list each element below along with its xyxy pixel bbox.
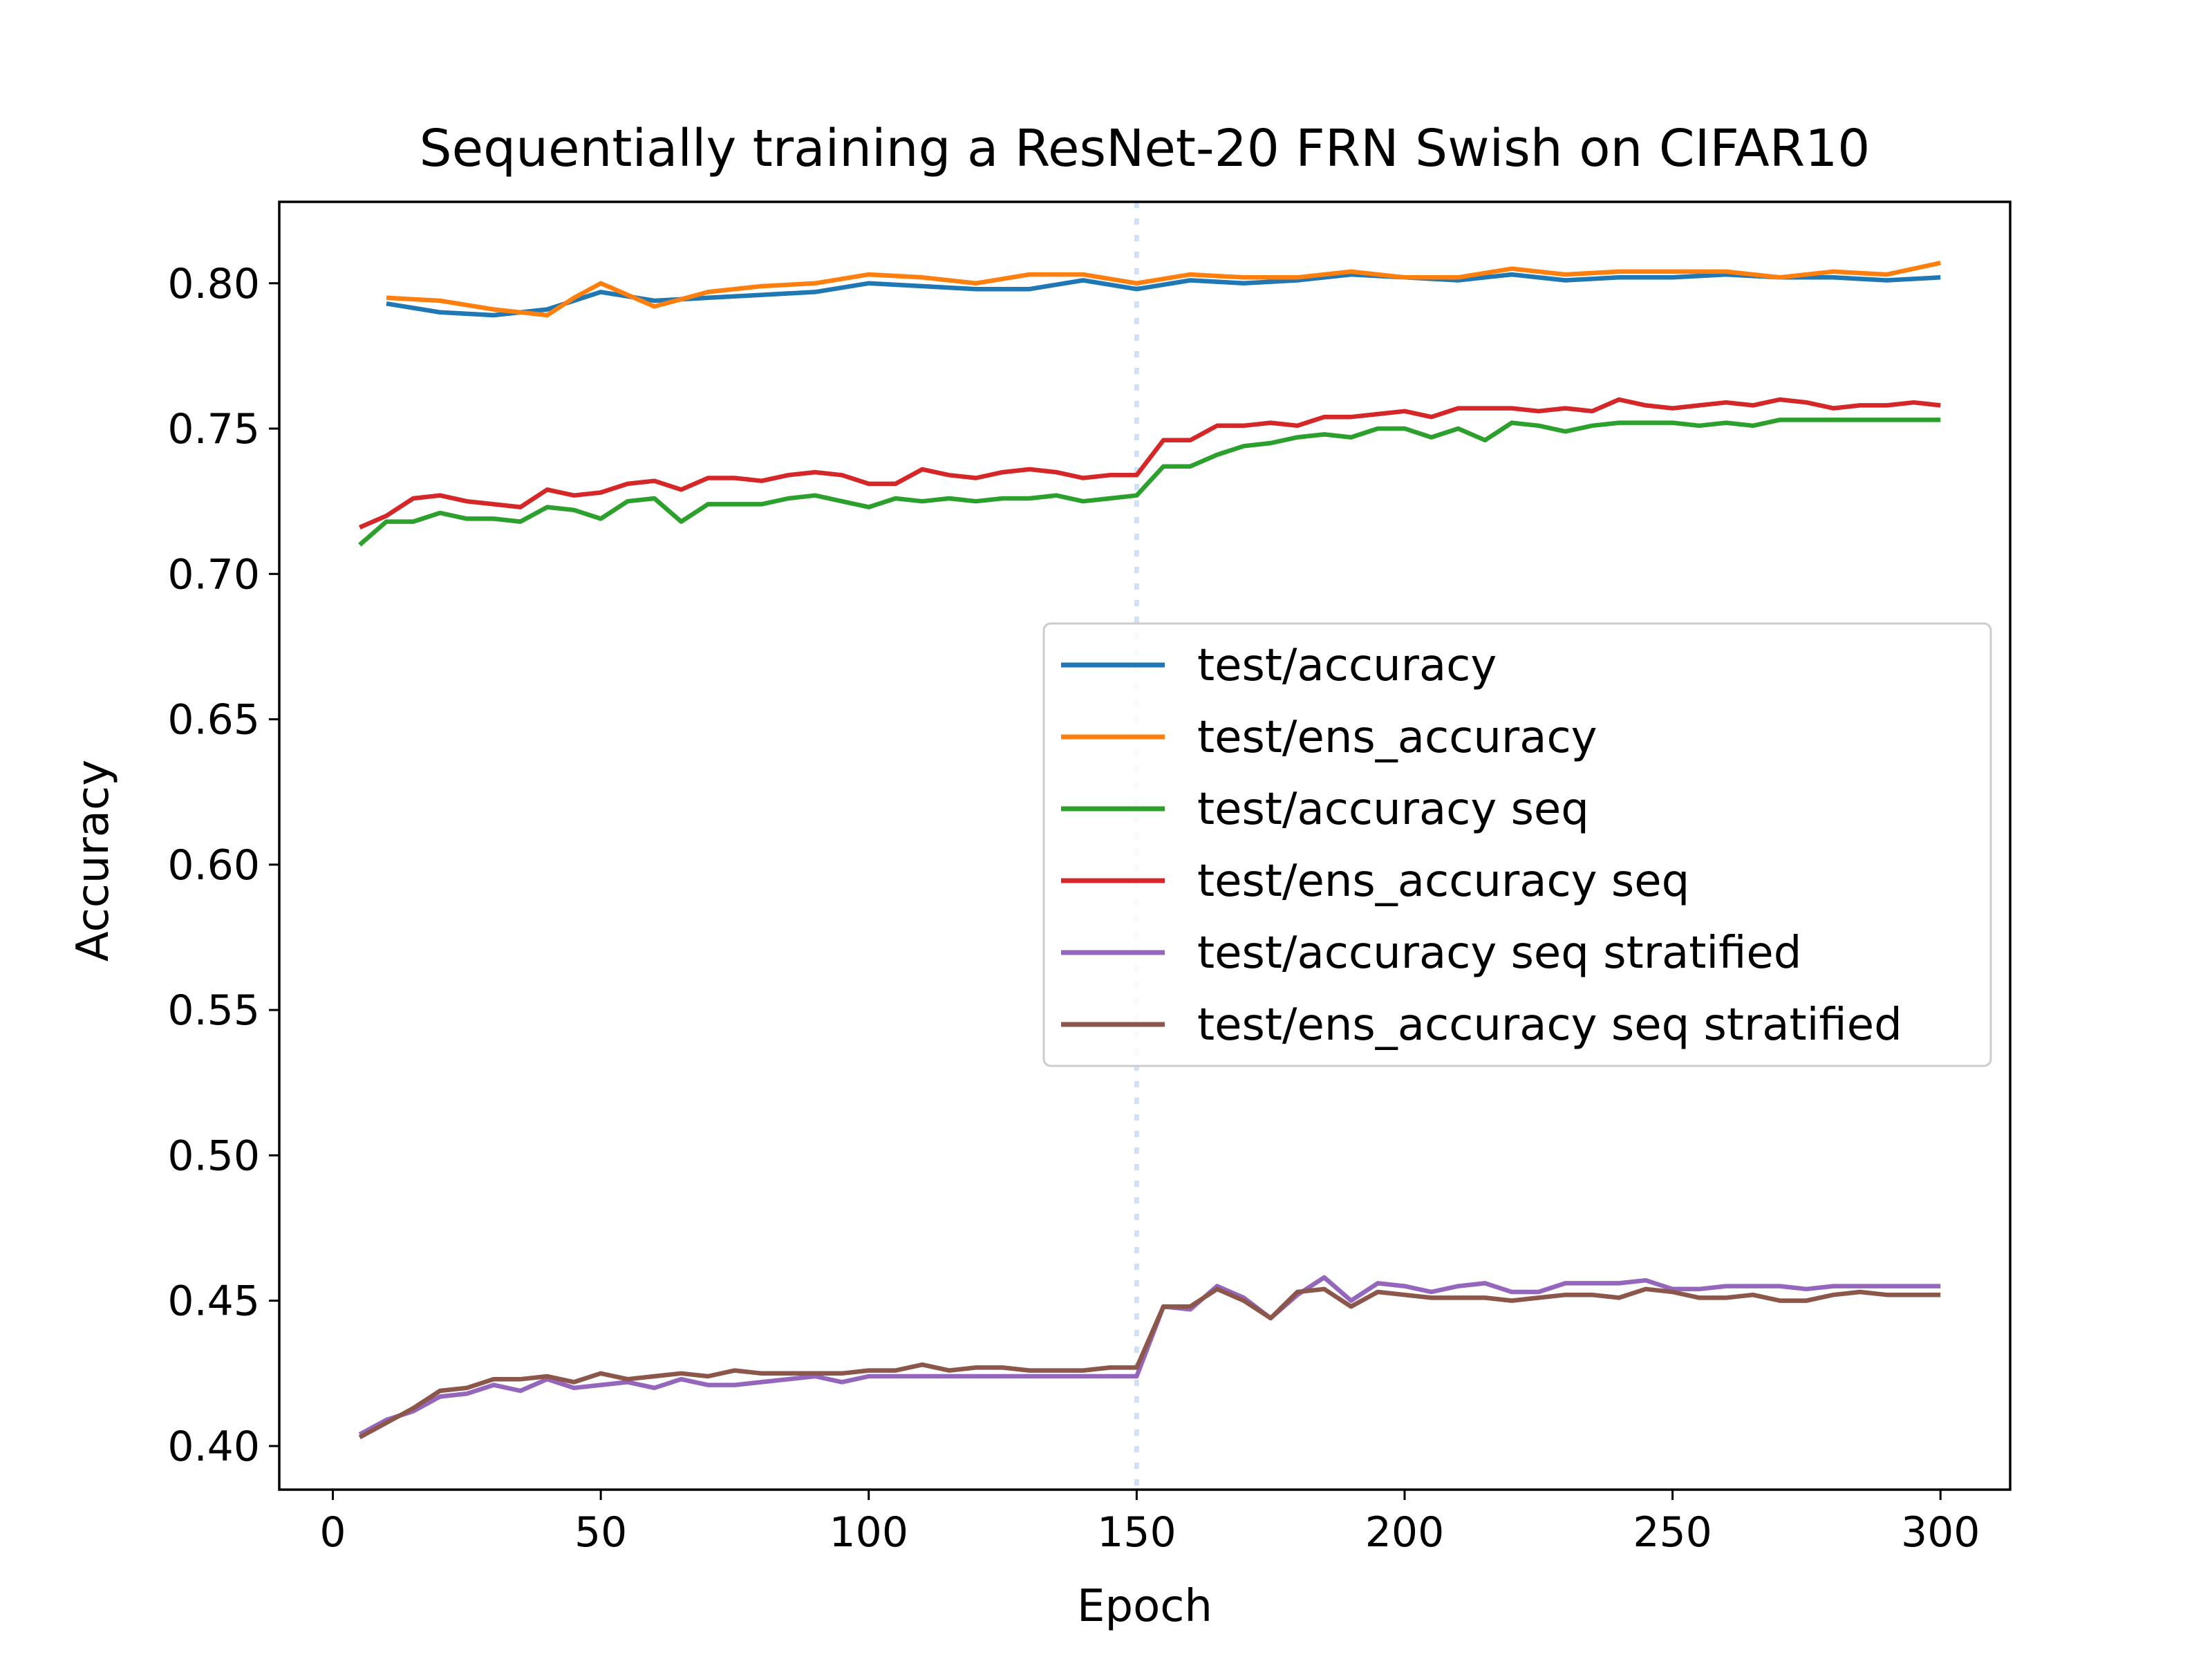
- y-tick-label: 0.60: [167, 841, 260, 890]
- legend-box: [1042, 622, 1992, 1067]
- x-tick-label: 100: [829, 1508, 908, 1557]
- legend: test/accuracy test/ens_accuracy test/accur…: [1042, 622, 1992, 1067]
- series-line-6: [358, 1286, 1941, 1440]
- x-tick-label: 150: [1097, 1508, 1177, 1557]
- legend-label: test/ens_accuracy seq: [1197, 856, 1689, 907]
- series-line-1: [386, 272, 1941, 318]
- plot-area: [358, 202, 1941, 1490]
- x-tick-label: 250: [1633, 1508, 1712, 1557]
- x-tick-label: 50: [574, 1508, 627, 1557]
- series-line-2: [386, 261, 1941, 318]
- y-tick-label: 0.80: [167, 260, 260, 308]
- y-tick-label: 0.45: [167, 1277, 260, 1326]
- y-tick-label: 0.40: [167, 1423, 260, 1471]
- series-line-4: [359, 397, 1941, 529]
- x-axis-label: Epoch: [1077, 1581, 1212, 1632]
- y-tick-label: 0.65: [167, 696, 260, 744]
- chart-title: Sequentially training a ResNet-20 FRN Sw…: [420, 119, 1871, 178]
- y-tick-label: 0.55: [167, 986, 260, 1035]
- y-axis-label: Accuracy: [68, 760, 119, 962]
- y-tick-label: 0.50: [167, 1132, 260, 1180]
- x-tick-label: 0: [319, 1508, 346, 1557]
- legend-label: test/accuracy seq stratified: [1197, 928, 1801, 979]
- legend-label: test/accuracy seq: [1197, 784, 1589, 835]
- series-line-3: [358, 418, 1941, 547]
- legend-label: test/ens_accuracy: [1197, 712, 1597, 763]
- legend-label: test/ens_accuracy seq stratified: [1197, 1000, 1902, 1051]
- x-tick-label: 300: [1901, 1508, 1980, 1557]
- plot-frame: [278, 200, 2012, 1491]
- axes: 0 50 100 150 200 250 300 0.40 0.45 0.50 0.55 0.60 0.…: [167, 200, 2012, 1557]
- y-tick-label: 0.70: [167, 550, 260, 599]
- y-tick-label: 0.75: [167, 405, 260, 453]
- legend-label: test/accuracy: [1197, 640, 1497, 691]
- x-tick-label: 200: [1365, 1508, 1445, 1557]
